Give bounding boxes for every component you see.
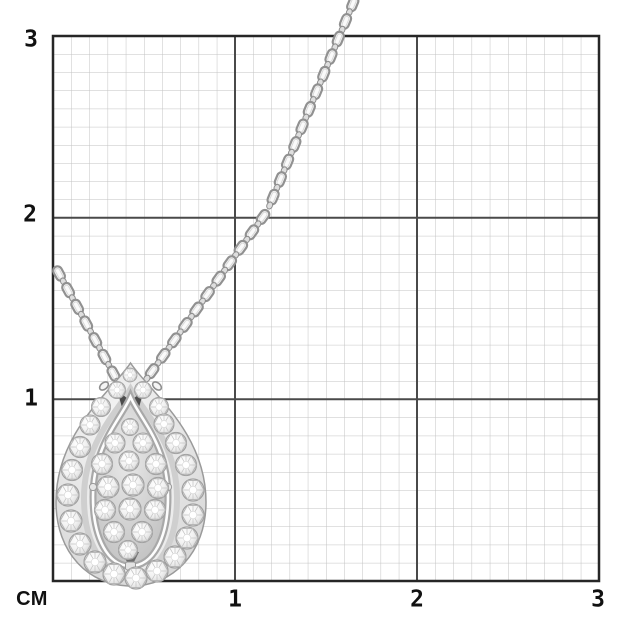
y-tick-1: 1 — [24, 385, 38, 412]
unit-label-cm: СМ — [16, 588, 48, 610]
x-tick-1: 1 — [228, 586, 242, 613]
x-tick-3: 3 — [591, 586, 605, 613]
pendant — [55, 361, 207, 590]
y-tick-3: 3 — [24, 26, 38, 53]
grid-border — [51, 34, 601, 583]
frame-prong-left — [88, 482, 98, 492]
x-tick-2: 2 — [410, 586, 424, 613]
chain-attach-loop-left — [98, 381, 110, 391]
chain-attach-loop-right — [151, 381, 163, 391]
y-tick-2: 2 — [23, 201, 37, 228]
major-gridlines — [53, 36, 599, 581]
